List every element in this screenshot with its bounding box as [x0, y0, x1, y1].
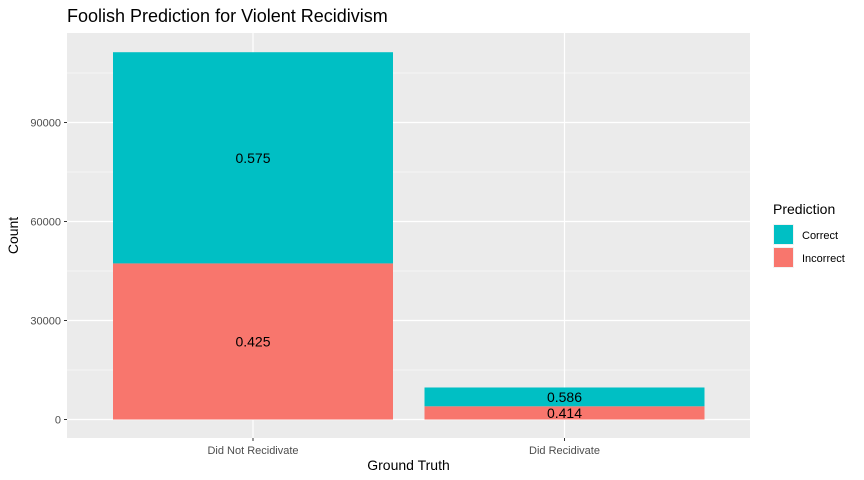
legend-label-correct: Correct	[802, 230, 838, 242]
bar-correct-0	[113, 52, 393, 264]
y-tick-label: 30000	[30, 316, 61, 328]
x-axis-title: Ground Truth	[367, 457, 450, 473]
bar-value-label: 0.425	[235, 333, 270, 349]
bar-value-label: 0.414	[547, 405, 582, 421]
bar-value-label: 0.575	[235, 150, 270, 166]
chart-title: Foolish Prediction for Violent Recidivis…	[67, 6, 388, 26]
legend-swatch-correct	[774, 225, 793, 244]
legend-label-incorrect: Incorrect	[802, 253, 845, 265]
bars	[113, 52, 705, 420]
y-tick-label: 60000	[30, 217, 61, 229]
legend: Prediction Correct Incorrect	[773, 201, 845, 268]
x-tick-label: Did Not Recidivate	[207, 445, 298, 457]
bar-value-label: 0.586	[547, 389, 582, 405]
y-tick-label: 90000	[30, 118, 61, 130]
x-axis: Did Not Recidivate Did Recidivate	[207, 438, 600, 457]
bar-correct-1	[424, 387, 705, 407]
legend-swatch-incorrect	[774, 248, 793, 267]
y-axis-title: Count	[5, 217, 21, 254]
y-tick-label: 0	[55, 415, 61, 427]
bar-incorrect-0	[113, 263, 393, 420]
bar-incorrect-1	[424, 406, 705, 420]
legend-title: Prediction	[773, 201, 835, 217]
x-tick-label: Did Recidivate	[529, 445, 600, 457]
y-axis: 0 30000 60000 90000	[30, 118, 67, 427]
